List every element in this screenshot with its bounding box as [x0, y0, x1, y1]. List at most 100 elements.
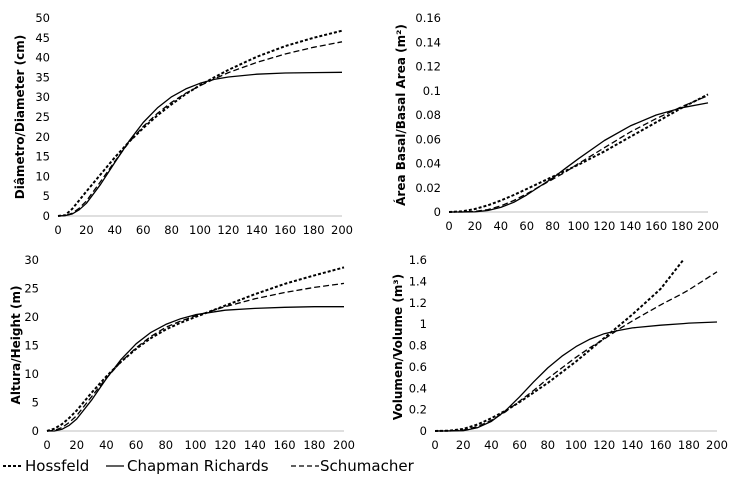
- volume-x-tick-label: 80: [540, 438, 555, 452]
- basal-area-y-tick-label: 0.12: [415, 60, 441, 74]
- diameter-x-tick-label: 60: [136, 223, 151, 237]
- volume-y-tick-label: 1.6: [409, 253, 427, 267]
- chart-volume: 0 20 40 60 80 100 120 140 160 180 200 0 0.2 0.4 0.6 0.8…: [391, 253, 728, 452]
- height-x-tick-label: 20: [69, 438, 84, 452]
- legend-schumacher-label: Schumacher: [320, 457, 415, 475]
- height-y-tick-label: 5: [32, 396, 39, 410]
- volume-series-chapman-richards: [435, 321, 718, 432]
- basal-area-y-tick-label: 0.14: [415, 35, 441, 49]
- height-x-tick-label: 100: [185, 438, 207, 452]
- volume-x-tick-label: 0: [431, 438, 438, 452]
- basal-area-x-tick-label: 100: [568, 219, 590, 233]
- volume-x-tick-label: 40: [484, 438, 499, 452]
- basal-area-y-tick-label: 0.1: [423, 84, 441, 98]
- height-x-tick-label: 40: [99, 438, 114, 452]
- diameter-x-tick-label: 100: [189, 223, 211, 237]
- volume-x-tick-label: 140: [621, 438, 643, 452]
- volume-x-tick-label: 160: [650, 438, 672, 452]
- diameter-x-tick-label: 160: [274, 223, 296, 237]
- basal-area-series-hossfeld: [448, 93, 709, 213]
- diameter-x-tick-label: 20: [79, 223, 94, 237]
- height-x-tick-label: 160: [274, 438, 296, 452]
- volume-y-tick-label: 0.2: [409, 403, 427, 417]
- diameter-y-tick-label: 30: [35, 90, 50, 104]
- volume-y-axis-label: Volumen/Volume (m³): [391, 274, 405, 420]
- diameter-y-tick-label: 15: [35, 150, 50, 164]
- diameter-y-tick-label: 10: [35, 169, 50, 183]
- basal-area-y-tick-label: 0.08: [415, 108, 441, 122]
- legend-hossfeld-label: Hossfeld: [25, 457, 89, 475]
- volume-x-tick-label: 100: [565, 438, 587, 452]
- height-y-axis-label: Altura/Height (m): [9, 286, 23, 405]
- basal-area-x-tick-label: 180: [671, 219, 693, 233]
- volume-x-tick-label: 180: [678, 438, 700, 452]
- volume-series-hossfeld: [434, 259, 684, 432]
- diameter-x-tick-label: 0: [54, 223, 61, 237]
- diameter-x-tick-label: 140: [246, 223, 268, 237]
- height-y-tick-label: 0: [32, 424, 39, 438]
- diameter-y-tick-label: 25: [35, 110, 50, 124]
- legend: Hossfeld Chapman Richards Schumacher: [3, 457, 415, 475]
- diameter-y-tick-label: 5: [43, 189, 50, 203]
- basal-area-y-tick-label: 0.16: [415, 11, 441, 25]
- diameter-y-tick-label: 20: [35, 130, 50, 144]
- height-x-tick-label: 120: [214, 438, 236, 452]
- chart-diameter: 0 20 40 60 80 100 120 140 160 180 200 0 5 10 15 20 25 30 3…: [13, 11, 353, 237]
- basal-area-series-schumacher: [449, 95, 709, 213]
- height-x-tick-label: 0: [43, 438, 50, 452]
- height-y-tick-label: 20: [24, 310, 39, 324]
- height-y-tick-label: 30: [24, 253, 39, 267]
- chart-basal-area: 0 20 40 60 80 100 120 140 160 180 200 0 0.02 0.04 0.06…: [393, 11, 719, 233]
- diameter-series-hossfeld: [57, 29, 343, 217]
- basal-area-y-tick-label: 0.02: [415, 181, 441, 195]
- volume-x-tick-label: 120: [593, 438, 615, 452]
- diameter-y-tick-label: 40: [35, 51, 50, 65]
- diameter-y-tick-label: 45: [35, 31, 50, 45]
- volume-y-tick-label: 0: [420, 424, 427, 438]
- height-y-tick-label: 10: [24, 367, 39, 381]
- diameter-y-tick-label: 0: [43, 209, 50, 223]
- basal-area-x-tick-label: 160: [645, 219, 667, 233]
- volume-y-tick-label: 0.6: [409, 360, 427, 374]
- diameter-x-tick-label: 40: [107, 223, 122, 237]
- basal-area-y-tick-label: 0.04: [415, 157, 441, 171]
- diameter-y-tick-label: 35: [35, 70, 50, 84]
- diameter-x-tick-label: 180: [303, 223, 325, 237]
- diameter-x-tick-label: 120: [217, 223, 239, 237]
- height-x-tick-label: 200: [333, 438, 355, 452]
- basal-area-series-chapman-richards: [449, 102, 709, 213]
- volume-y-tick-label: 1.4: [409, 274, 427, 288]
- basal-area-y-tick-label: 0.06: [415, 132, 441, 146]
- diameter-y-axis-label: Diâmetro/Diameter (cm): [13, 35, 27, 199]
- height-y-tick-label: 15: [24, 339, 39, 353]
- height-x-tick-label: 60: [129, 438, 144, 452]
- volume-series-schumacher: [434, 271, 718, 432]
- diameter-series-schumacher: [57, 41, 343, 217]
- diameter-series-chapman-richards: [57, 71, 343, 217]
- diameter-x-tick-label: 80: [164, 223, 179, 237]
- height-x-tick-label: 80: [158, 438, 173, 452]
- volume-y-tick-label: 1: [420, 317, 427, 331]
- basal-area-x-tick-label: 80: [545, 219, 560, 233]
- basal-area-x-tick-label: 40: [493, 219, 508, 233]
- volume-y-tick-label: 0.4: [409, 381, 427, 395]
- volume-y-tick-label: 0.8: [409, 339, 427, 353]
- basal-area-x-tick-label: 0: [445, 219, 452, 233]
- height-series-chapman-richards: [47, 306, 344, 432]
- basal-area-x-tick-label: 20: [468, 219, 483, 233]
- basal-area-x-tick-label: 60: [519, 219, 534, 233]
- height-series-hossfeld: [46, 266, 345, 432]
- basal-area-y-axis-label: Área Basal/Basal Area (m²): [393, 24, 408, 206]
- diameter-y-tick-label: 50: [35, 11, 50, 25]
- legend-chapman-richards-label: Chapman Richards: [127, 457, 269, 475]
- chart-height: 0 20 40 60 80 100 120 140 160 180 200 0 5 10 15 20 25 30 A…: [9, 253, 355, 452]
- basal-area-y-tick-label: 0: [434, 205, 441, 219]
- diameter-x-tick-label: 200: [331, 223, 353, 237]
- basal-area-x-tick-label: 140: [619, 219, 641, 233]
- height-y-tick-label: 25: [24, 282, 39, 296]
- volume-x-tick-label: 20: [456, 438, 471, 452]
- volume-y-tick-label: 1.2: [409, 296, 427, 310]
- height-x-tick-label: 140: [244, 438, 266, 452]
- volume-x-tick-label: 60: [512, 438, 527, 452]
